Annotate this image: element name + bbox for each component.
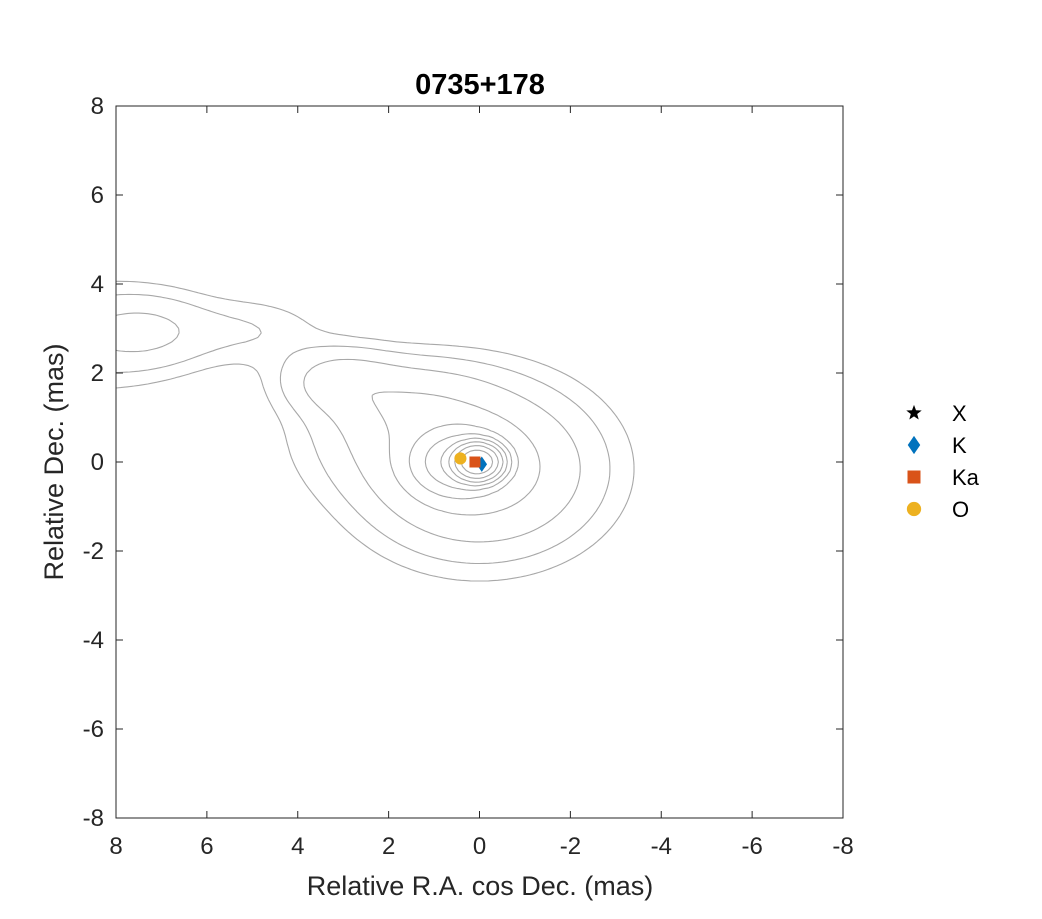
y-tick-label: -6 (83, 716, 104, 743)
y-tick-label: -4 (83, 627, 104, 654)
axis-ticks: 8 6 4 2 0 -2 -4 -6 -8 -8 -6 -4 -2 0 2 4 6 8 (83, 93, 854, 860)
x-tick-label: -6 (741, 833, 762, 860)
y-tick-label: 4 (91, 271, 104, 298)
legend-label-k: K (952, 433, 967, 458)
legend-marker-k (907, 435, 921, 455)
legend-marker-o (906, 501, 922, 517)
legend-label-x: X (952, 401, 967, 426)
contour-level (116, 280, 635, 582)
contour-level (440, 437, 508, 487)
chart-title: 0735+178 (415, 69, 545, 101)
y-tick-label: 0 (91, 449, 104, 476)
x-tick-label: 0 (473, 833, 486, 860)
x-tick-label: 6 (200, 833, 213, 860)
x-tick-label: -8 (832, 833, 853, 860)
y-tick-label: 2 (91, 360, 104, 387)
y-tick-label: -2 (83, 538, 104, 565)
x-tick-label: 8 (109, 833, 122, 860)
marker-o (454, 452, 467, 465)
x-tick-label: 4 (291, 833, 304, 860)
marker-ka (469, 456, 481, 468)
legend-marker-ka (907, 470, 921, 484)
contour-level (371, 391, 541, 516)
contour-level (454, 445, 499, 479)
legend-label-ka: Ka (952, 465, 980, 490)
legend-label-o: O (952, 497, 969, 522)
x-tick-label: -2 (560, 833, 581, 860)
x-tick-label: -4 (651, 833, 672, 860)
contour-level (116, 312, 581, 543)
x-tick-label: 2 (382, 833, 395, 860)
y-tick-label: 6 (91, 182, 104, 209)
y-axis-label: Relative Dec. (mas) (39, 343, 69, 580)
contour-map (116, 280, 635, 582)
contour-level (424, 433, 513, 491)
contour-level (116, 293, 611, 565)
contour-level (408, 423, 519, 500)
legend-marker-x (906, 404, 922, 420)
y-tick-label: -8 (83, 805, 104, 832)
contour-level (448, 441, 504, 483)
source-markers (454, 452, 488, 472)
legend: XK Ka O (906, 401, 980, 522)
x-axis-label: Relative R.A. cos Dec. (mas) (307, 871, 654, 901)
y-tick-label: 8 (91, 93, 104, 120)
